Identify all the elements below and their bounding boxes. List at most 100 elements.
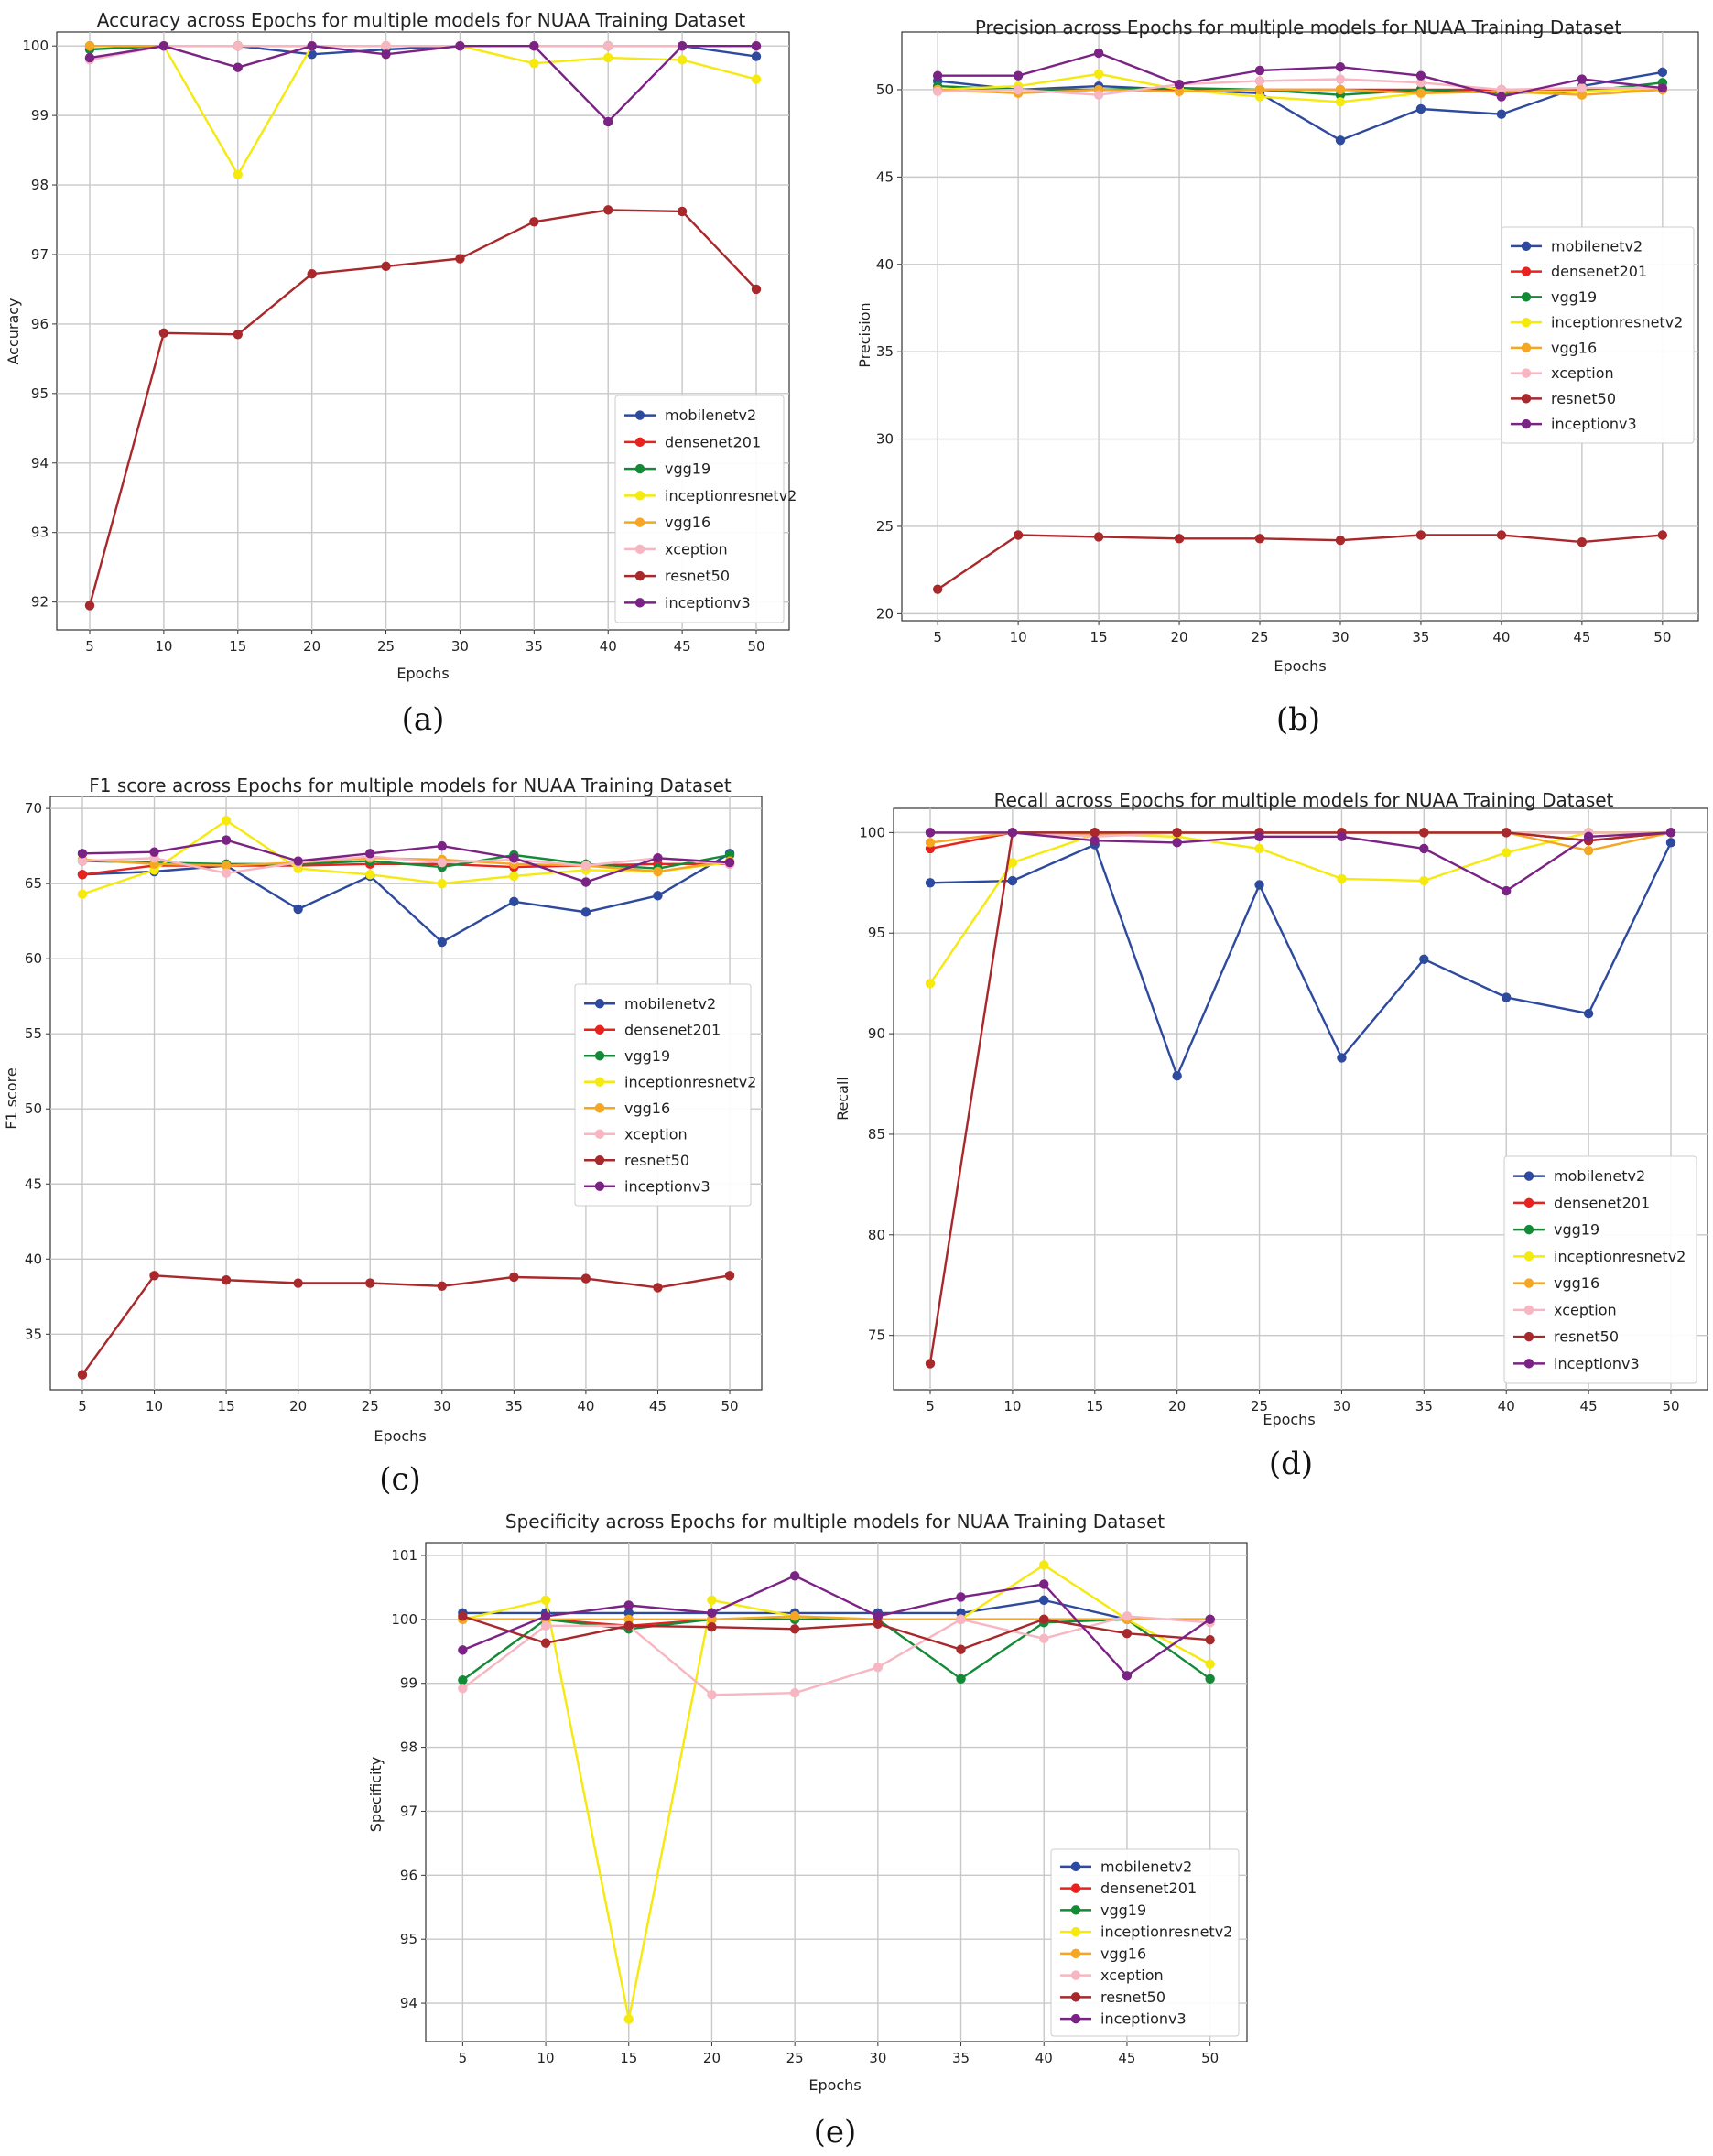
legend: mobilenetv2 densenet201 vgg19 inceptionresn… <box>574 983 756 1207</box>
data-point <box>293 856 303 866</box>
data-point <box>84 601 95 611</box>
data-point <box>1577 536 1588 547</box>
legend-swatch-marker <box>1070 1926 1081 1937</box>
legend-swatch-marker <box>634 410 645 420</box>
data-point <box>509 1272 519 1283</box>
legend-swatch-marker <box>594 1181 605 1191</box>
data-point <box>1335 135 1346 146</box>
legend-box <box>574 983 752 1207</box>
chart-b: 5 10 15 20 25 30 35 40 45 50 20 25 30 35 40 45 50 Precisi… <box>856 16 1699 738</box>
x-tick-label: 5 <box>926 1398 935 1414</box>
legend-swatch-marker <box>1070 1948 1081 1959</box>
data-point <box>1254 831 1264 841</box>
y-tick-label: 85 <box>868 1126 885 1143</box>
series-resnet50 <box>458 1611 1215 1654</box>
x-axis-label: Epochs <box>1263 1411 1315 1428</box>
data-point <box>724 1271 735 1281</box>
data-point <box>707 1690 717 1700</box>
data-point <box>365 870 375 880</box>
data-point <box>381 261 391 272</box>
legend-swatch-marker <box>594 1129 605 1139</box>
data-point <box>509 853 519 863</box>
x-tick-label: 10 <box>537 2050 555 2066</box>
data-point <box>623 1600 634 1610</box>
data-point <box>1205 1659 1215 1669</box>
data-point <box>1174 534 1185 544</box>
x-axis-label: Epochs <box>1274 657 1326 675</box>
data-point <box>1013 84 1024 95</box>
data-point <box>603 205 613 215</box>
legend-swatch-marker <box>634 437 645 448</box>
data-point <box>365 849 375 859</box>
y-tick-label: 40 <box>25 1251 42 1267</box>
series-line <box>938 70 1664 142</box>
legend-swatch-marker <box>1523 1359 1534 1369</box>
data-point <box>1496 84 1507 95</box>
data-point <box>455 254 465 264</box>
data-point <box>580 877 591 887</box>
data-point <box>158 328 169 338</box>
x-tick-label: 10 <box>155 638 172 655</box>
data-point <box>1013 530 1024 540</box>
legend-swatch-marker <box>634 463 645 474</box>
data-point <box>1665 828 1676 838</box>
legend-label: mobilenetv2 <box>624 995 716 1013</box>
legend-swatch-marker <box>594 1155 605 1165</box>
data-point <box>873 1611 884 1621</box>
legend-box <box>1501 226 1695 444</box>
y-axis-label: F1 score <box>3 1067 20 1129</box>
legend-label: densenet201 <box>1554 1194 1650 1211</box>
data-point <box>1254 84 1265 95</box>
x-tick-label: 40 <box>577 1398 594 1414</box>
legend-swatch-marker <box>1070 1970 1081 1980</box>
data-point <box>1577 82 1588 93</box>
chart-title: Precision across Epochs for multiple mod… <box>975 16 1622 38</box>
y-tick-label: 98 <box>31 177 49 193</box>
legend-label: vgg19 <box>624 1047 670 1065</box>
data-point <box>437 878 447 889</box>
data-point <box>1583 845 1594 856</box>
series-line <box>81 852 731 944</box>
data-point <box>1415 70 1426 81</box>
x-tick-label: 45 <box>674 638 691 655</box>
legend-swatch-marker <box>1523 1224 1534 1235</box>
legend: mobilenetv2 densenet201 vgg19 inceptionresn… <box>614 395 797 623</box>
data-point <box>789 1624 800 1634</box>
data-point <box>1335 61 1346 72</box>
y-tick-label: 20 <box>876 605 894 622</box>
data-point <box>751 51 762 61</box>
data-point <box>84 52 95 63</box>
series-inceptionv3 <box>84 40 762 127</box>
legend-label: vgg19 <box>1100 1901 1146 1919</box>
legend-label: resnet50 <box>1551 390 1616 407</box>
data-point <box>653 891 663 901</box>
series-resnet50 <box>84 205 762 611</box>
data-point <box>724 857 735 868</box>
data-point <box>707 1622 717 1632</box>
y-tick-label: 40 <box>876 256 894 273</box>
data-point <box>437 1281 447 1292</box>
x-tick-label: 15 <box>1086 1398 1103 1414</box>
chart-title: Recall across Epochs for multiple models… <box>994 789 1614 811</box>
data-point <box>789 1611 800 1621</box>
legend-label: xception <box>1554 1301 1617 1318</box>
legend-label: inceptionresnetv2 <box>1554 1248 1686 1265</box>
series-line <box>938 51 1664 98</box>
data-point <box>149 1271 159 1281</box>
x-tick-label: 30 <box>451 638 469 655</box>
x-tick-label: 10 <box>1010 629 1027 645</box>
data-point <box>381 40 391 51</box>
legend-label: vgg19 <box>1551 288 1597 306</box>
series-line <box>81 1274 731 1376</box>
legend-label: xception <box>665 540 728 558</box>
y-tick-label: 35 <box>25 1326 42 1342</box>
legend-box <box>1050 1848 1240 2037</box>
legend-swatch-marker <box>1521 418 1532 429</box>
y-tick-label: 96 <box>400 1867 417 1883</box>
legend-label: mobilenetv2 <box>665 406 756 424</box>
data-point <box>1335 536 1346 546</box>
data-point <box>458 1675 468 1685</box>
x-tick-label: 45 <box>1580 1398 1598 1414</box>
y-tick-label: 30 <box>876 431 894 448</box>
data-point <box>677 40 688 51</box>
